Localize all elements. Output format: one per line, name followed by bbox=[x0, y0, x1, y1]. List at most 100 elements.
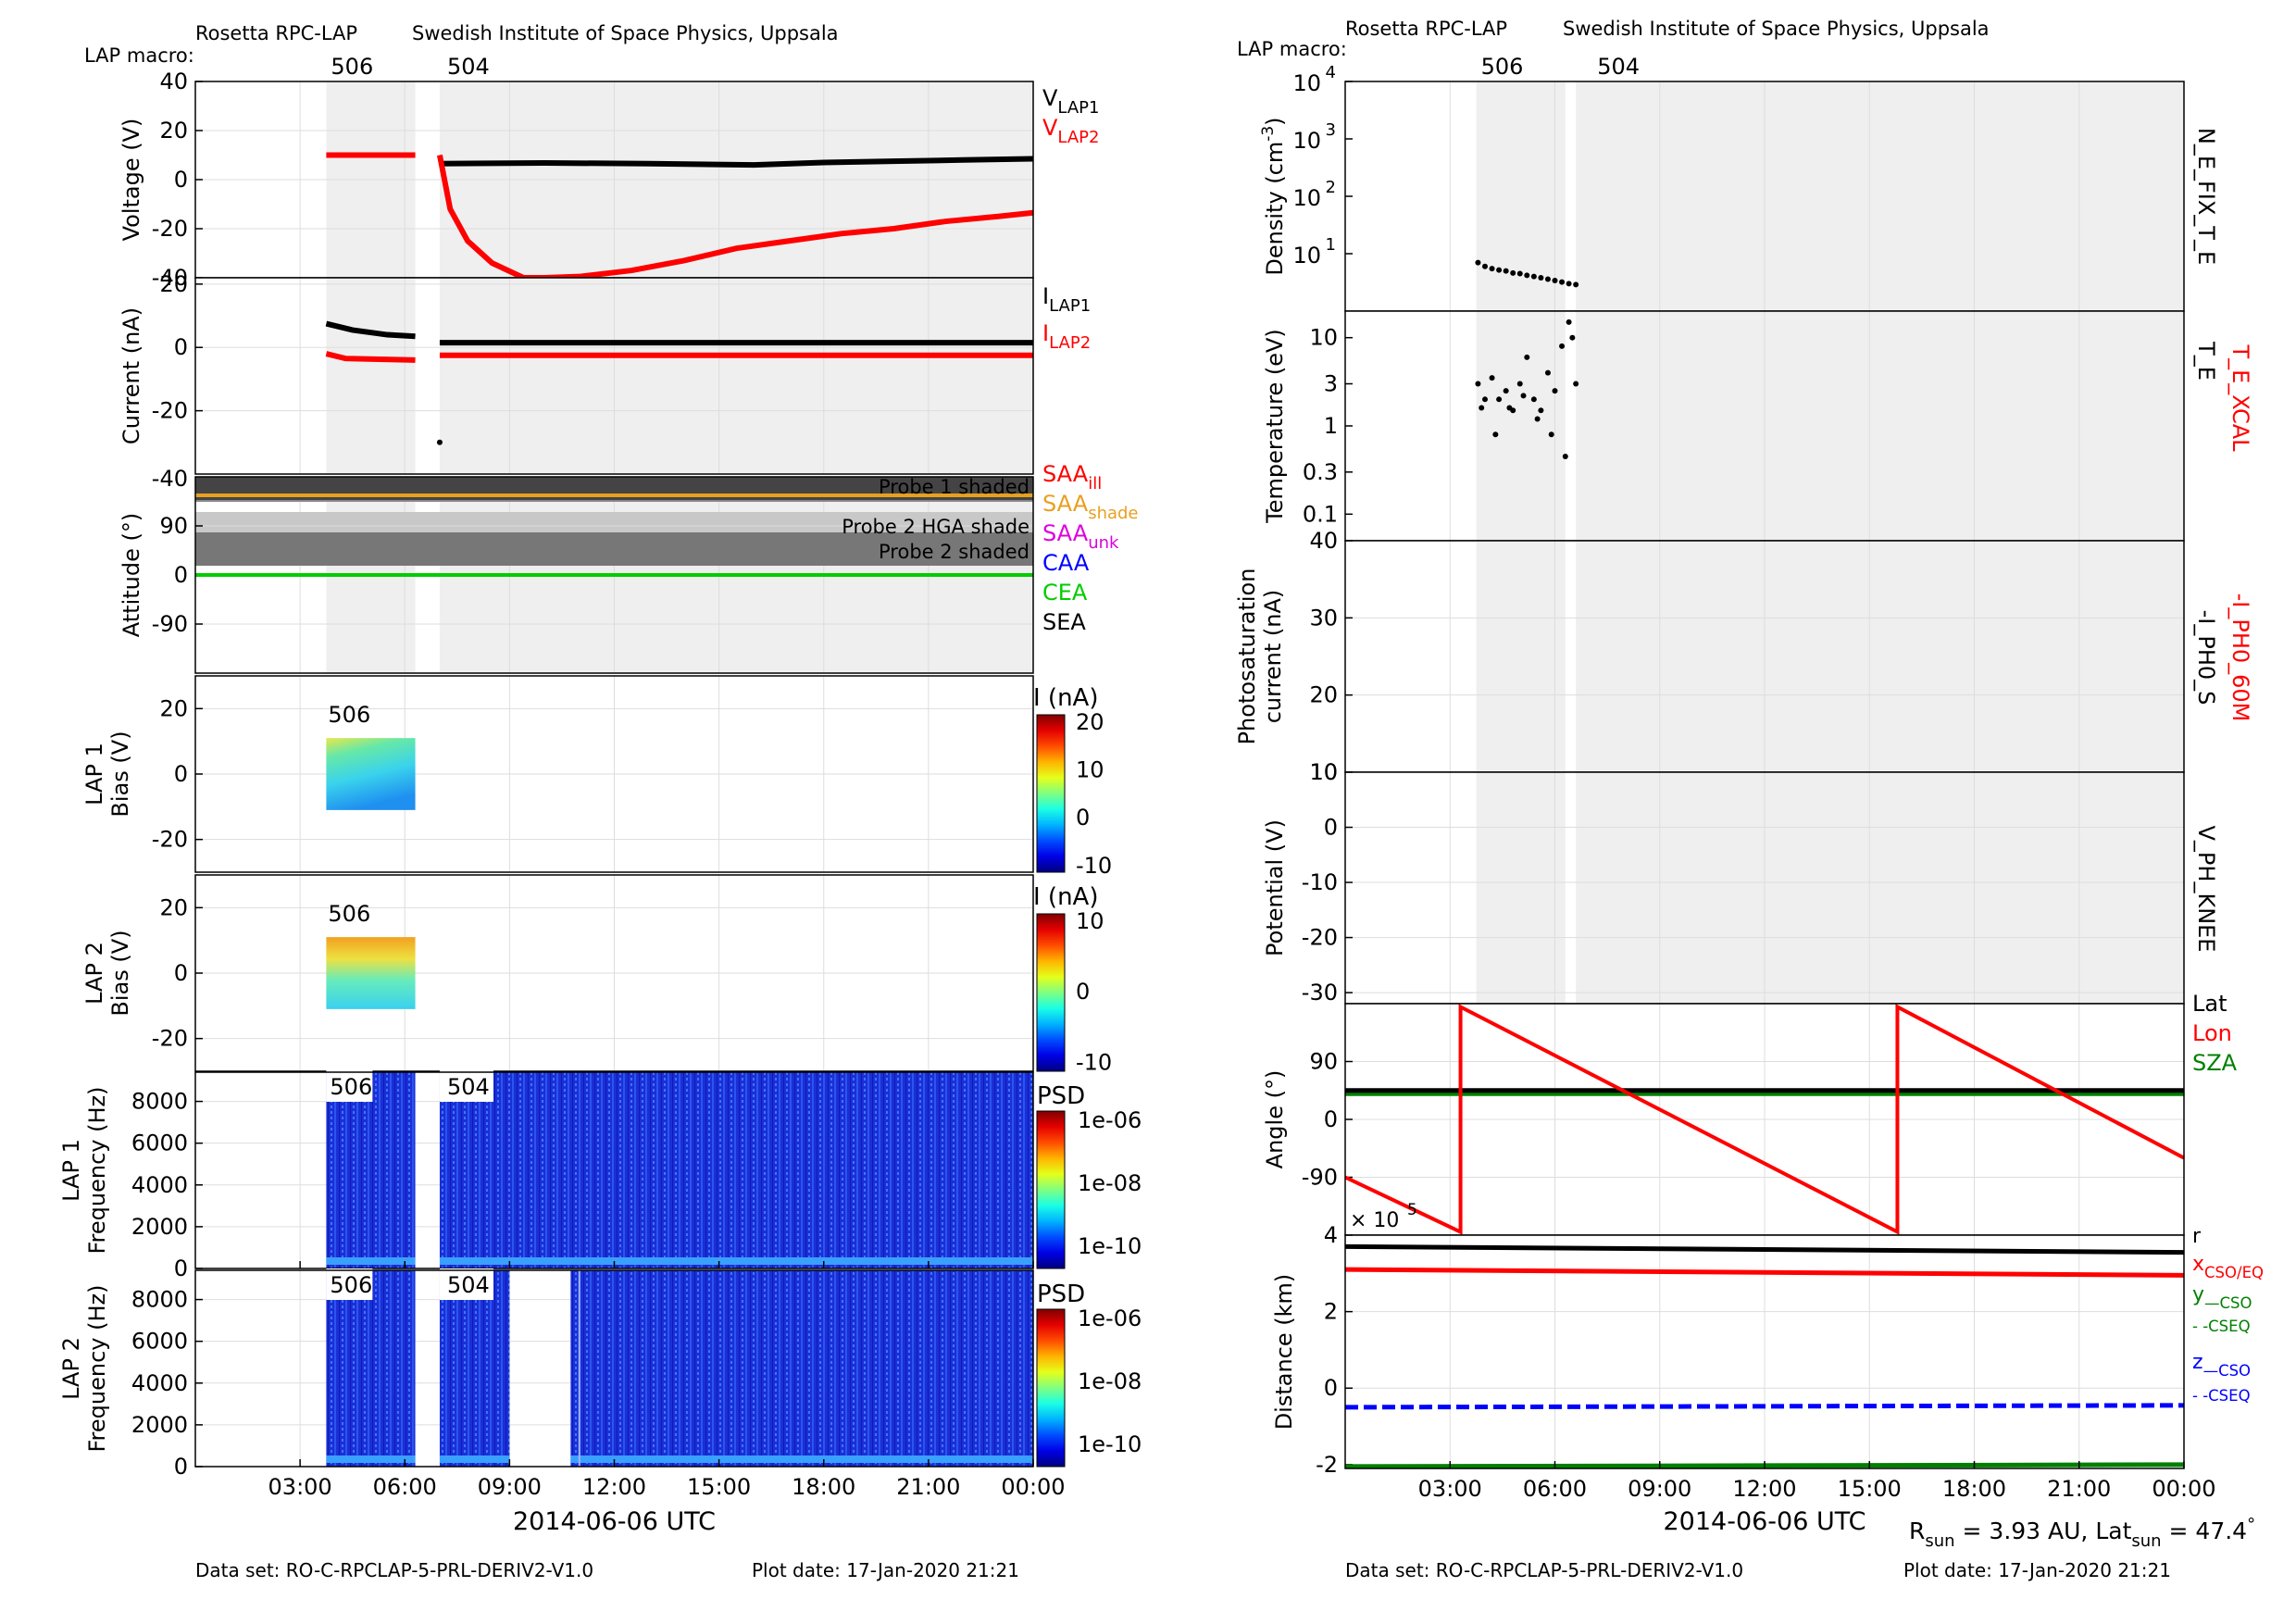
temperature-point bbox=[1562, 454, 1568, 460]
y-axis-label: LAP 1 bbox=[81, 743, 107, 806]
y-tick-label: -10 bbox=[1302, 869, 1338, 895]
density-point bbox=[1559, 279, 1566, 285]
label-part: Density (cm bbox=[1262, 142, 1288, 276]
x-tick-label: 21:00 bbox=[2047, 1476, 2111, 1502]
label-sup: -3 bbox=[1259, 126, 1278, 142]
y-tick-label: 8000 bbox=[131, 1287, 188, 1313]
spectrogram-block bbox=[439, 1270, 510, 1467]
panel-frame bbox=[194, 277, 1034, 475]
current-panel: 20 0 -20 Current (nA) bbox=[119, 271, 1034, 475]
legend-sub: ill bbox=[1088, 474, 1102, 493]
band-label: Probe 2 shaded bbox=[879, 541, 1029, 563]
legend-entry: Lat bbox=[2192, 991, 2227, 1017]
spectrogram-lowfreq bbox=[439, 1455, 510, 1463]
x-tick-label: 09:00 bbox=[478, 1474, 542, 1500]
colorbar-tick-label: 1e-08 bbox=[1078, 1170, 1142, 1196]
density-point bbox=[1538, 275, 1544, 281]
temperature-point bbox=[1506, 405, 1513, 411]
y-axis-label: Density (cm-3) bbox=[1259, 117, 1288, 275]
macro-label: 504 bbox=[447, 54, 490, 80]
x-tick-label: 21:00 bbox=[896, 1474, 960, 1500]
macro-label: 504 bbox=[447, 1272, 490, 1298]
y-tick-label: 2000 bbox=[131, 1412, 188, 1438]
x-tick-label: 00:00 bbox=[1001, 1474, 1065, 1500]
legend-entry: ILAP2 bbox=[1042, 320, 1091, 353]
macro-shade bbox=[1576, 311, 2184, 541]
y-tick-label: 0 bbox=[174, 960, 188, 986]
exponent-base: × 10 bbox=[1350, 1209, 1399, 1232]
legend-sub: LAP2 bbox=[1057, 128, 1099, 147]
temperature-point bbox=[1534, 416, 1541, 422]
temperature-point bbox=[1552, 388, 1558, 394]
macro-shade bbox=[1476, 311, 1566, 541]
sun-info-part: ° bbox=[2247, 1515, 2255, 1534]
legend-entry: SAAill bbox=[1042, 461, 1102, 493]
legend-entry: SAAunk bbox=[1042, 520, 1119, 553]
y-tick-label: 20 bbox=[1309, 682, 1338, 708]
y-tick-label: 4000 bbox=[131, 1370, 188, 1396]
y-axis-label: current (nA) bbox=[1260, 590, 1286, 724]
lap1-bias-panel: 20 0 -20 506 LAP 1 Bias (V) bbox=[81, 675, 1034, 873]
density-point bbox=[1475, 259, 1481, 266]
y-tick-label: 0 bbox=[174, 761, 188, 787]
y-tick-label: 0 bbox=[174, 1454, 188, 1480]
legend-sub: shade bbox=[1088, 504, 1138, 523]
colorbar-tick-label: -10 bbox=[1076, 1049, 1112, 1075]
temperature-point bbox=[1492, 431, 1499, 438]
temperature-point bbox=[1524, 354, 1530, 360]
y-tick-label: -20 bbox=[152, 1026, 188, 1052]
panel-frame bbox=[194, 874, 1034, 1072]
colorbar bbox=[1036, 714, 1066, 873]
y-axis-label: Bias (V) bbox=[107, 731, 133, 817]
y-tick-label: 6000 bbox=[131, 1131, 188, 1156]
y-tick-label: 6000 bbox=[131, 1329, 188, 1355]
y-tick-label: 10 bbox=[1309, 325, 1338, 351]
y-tick-label: -90 bbox=[152, 611, 188, 637]
header-right-macro-label: LAP macro: bbox=[1237, 38, 1347, 60]
legend-sub: - -CSEQ bbox=[2192, 1387, 2251, 1405]
y-tick-label: 4 bbox=[1324, 1222, 1338, 1248]
spectrogram-lowfreq bbox=[570, 1455, 1033, 1463]
y-tick-label: -20 bbox=[1302, 925, 1338, 951]
saa-shade-line bbox=[195, 493, 1033, 497]
y-axis-label: Voltage (V) bbox=[119, 119, 144, 242]
temperature-point bbox=[1559, 343, 1566, 349]
y-tick-exponent: 2 bbox=[1326, 178, 1336, 197]
macro-label: 506 bbox=[330, 1272, 372, 1298]
temperature-point bbox=[1520, 393, 1527, 399]
spectrogram-block bbox=[326, 1270, 416, 1467]
temperature-point bbox=[1516, 381, 1523, 387]
y-axis-label: Bias (V) bbox=[107, 930, 133, 1016]
legend-sub: —CSO bbox=[2204, 1294, 2252, 1312]
colorbar-tick-label: 10 bbox=[1076, 757, 1104, 783]
y-tick-label: 0 bbox=[1324, 1106, 1338, 1132]
spectrogram-block bbox=[326, 1072, 416, 1268]
legend-main: y bbox=[2192, 1283, 2204, 1306]
colorbar-tick-label: 1e-06 bbox=[1078, 1107, 1142, 1133]
spectrogram-lowfreq bbox=[326, 1257, 416, 1265]
temperature-point bbox=[1548, 431, 1554, 438]
x-tick-label: 03:00 bbox=[1418, 1476, 1482, 1502]
y-tick-label: 40 bbox=[1309, 528, 1338, 554]
temperature-point bbox=[1569, 334, 1576, 341]
colorbar-tick-label: 1e-08 bbox=[1078, 1368, 1142, 1394]
header-left-institution: Rosetta RPC-LAP bbox=[195, 22, 357, 44]
sun-info-part: sun bbox=[1925, 1531, 1954, 1551]
y-axis-label: Angle (°) bbox=[1262, 1070, 1288, 1169]
potential-panel: 10 0 -10 -20 -30 Potential (V) bbox=[1262, 759, 2185, 1006]
colorbar bbox=[1036, 913, 1066, 1072]
band-label: Probe 1 shaded bbox=[879, 476, 1029, 498]
legend-entry: VLAP1 bbox=[1042, 85, 1099, 118]
legend-entry: - -CSEQ bbox=[2192, 1387, 2251, 1405]
colorbar-title: PSD bbox=[1037, 1082, 1085, 1110]
x-tick-label: 12:00 bbox=[582, 1474, 646, 1500]
y-axis-label: LAP 2 bbox=[58, 1337, 84, 1400]
distance-panel: 4 2 0 -2 Distance (km) 03:00 06:00 09:00 12:00 15… bbox=[1271, 1222, 2216, 1502]
macro-label: 506 bbox=[1481, 54, 1524, 80]
band-hga bbox=[195, 512, 1033, 532]
sun-info: Rsun = 3.93 AU, Latsun = 47.4° bbox=[1909, 1515, 2255, 1551]
side-label: T_E bbox=[2193, 341, 2219, 381]
legend-entry: r bbox=[2192, 1225, 2202, 1248]
photosaturation-panel: 40 30 20 10 Photosaturation current (nA) bbox=[1234, 528, 2185, 785]
